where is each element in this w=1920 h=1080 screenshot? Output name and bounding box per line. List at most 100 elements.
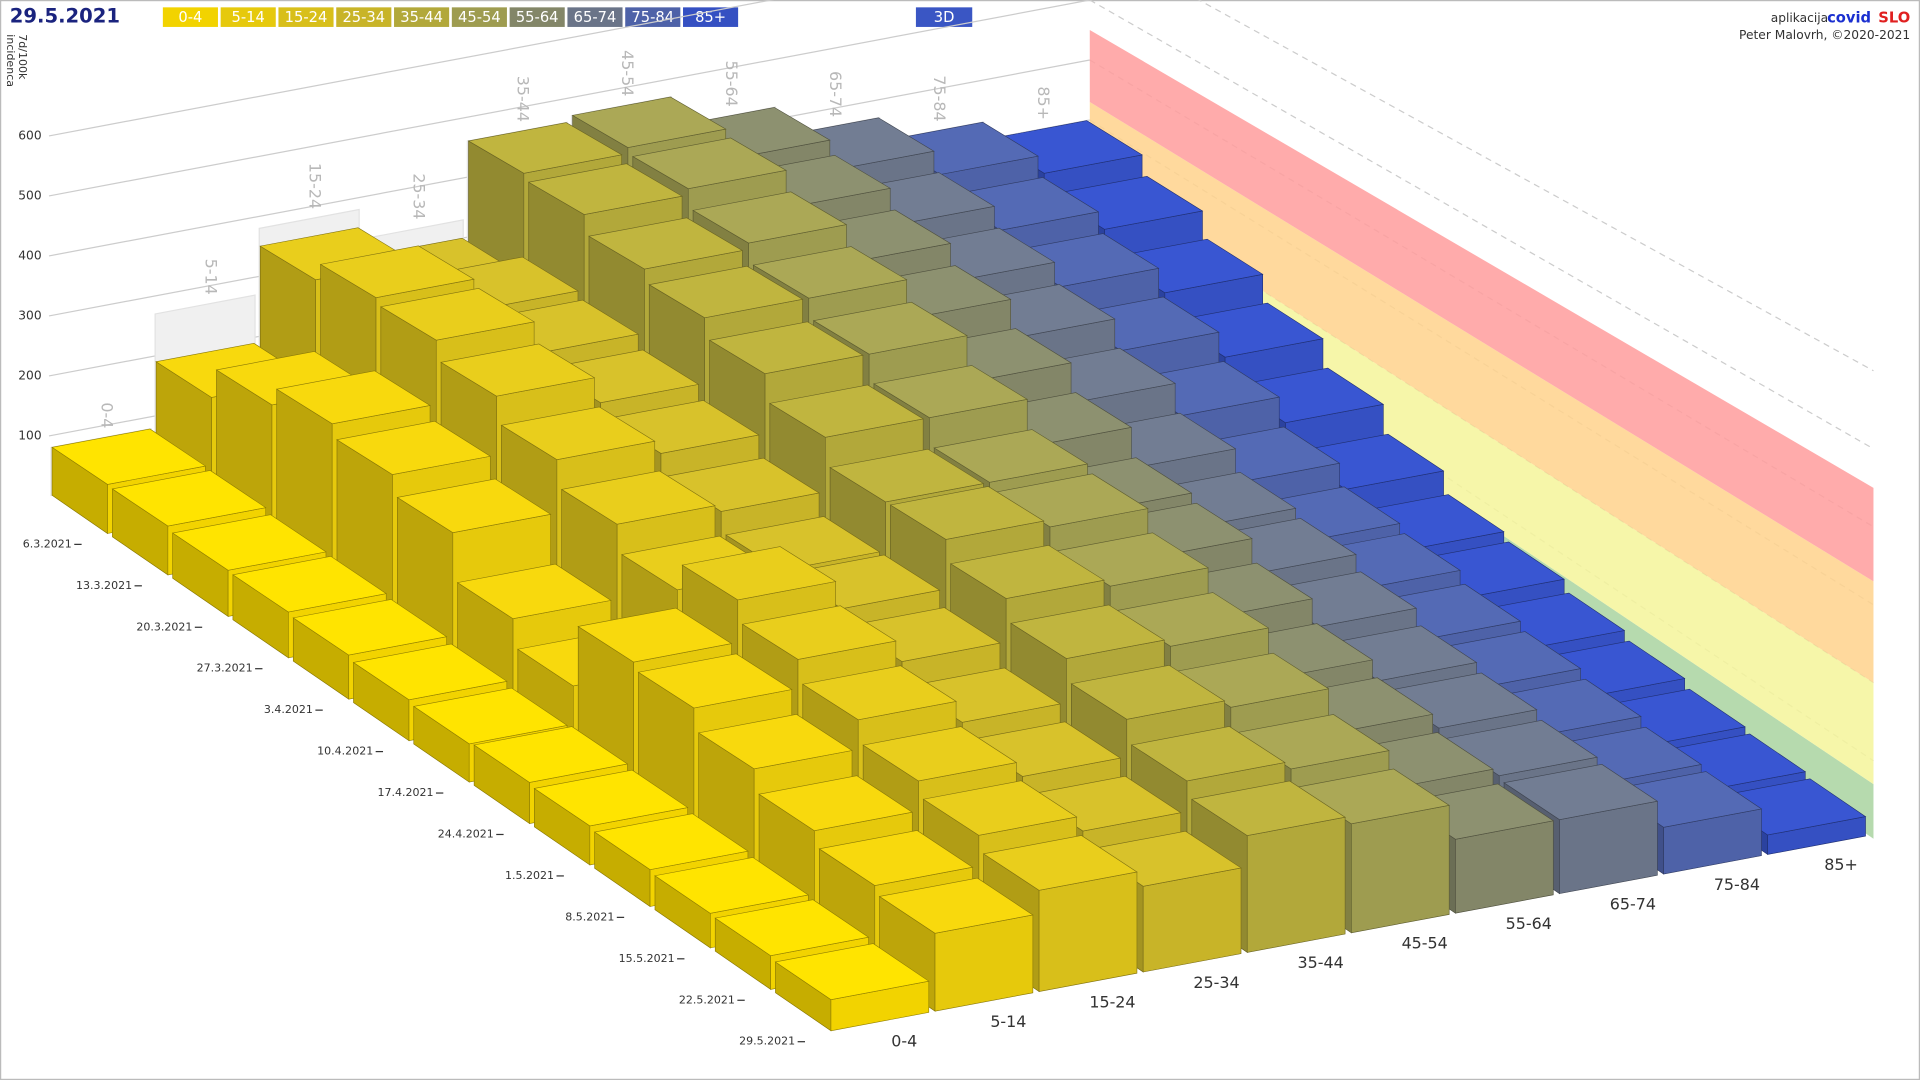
bar-top bbox=[111, 470, 267, 527]
bar-top bbox=[319, 245, 475, 298]
bar-front bbox=[1038, 871, 1138, 992]
threshold-band bbox=[1089, 102, 1874, 683]
bar-top bbox=[818, 830, 974, 886]
bar-top bbox=[1010, 604, 1166, 659]
bar-top bbox=[654, 857, 810, 914]
x-tick-label: 13.3.2021 bbox=[76, 579, 132, 592]
x-tick-label: 3.4.2021 bbox=[264, 703, 313, 716]
chart-date: 29.5.2021 bbox=[10, 5, 120, 28]
bar-top bbox=[922, 780, 1078, 836]
grid-line bbox=[48, 0, 1090, 197]
bar-top bbox=[588, 217, 744, 270]
x-tick-label: 22.5.2021 bbox=[679, 993, 735, 1006]
bar-top bbox=[933, 429, 1089, 483]
legend-label: 25-34 bbox=[342, 9, 385, 26]
age-label: 55-64 bbox=[1506, 914, 1552, 933]
app-name-b: SLO bbox=[1878, 9, 1910, 26]
bar-top bbox=[560, 470, 716, 525]
legend-label: 45-54 bbox=[458, 9, 501, 26]
bar-top bbox=[708, 321, 864, 375]
age-label: 35-44 bbox=[1297, 953, 1343, 972]
bar-top bbox=[774, 943, 930, 1000]
age-label: 0-4 bbox=[891, 1032, 917, 1051]
age-label: 25-34 bbox=[1193, 973, 1239, 992]
bar-top bbox=[982, 835, 1138, 891]
age-label: 45-54 bbox=[1402, 934, 1448, 953]
back-panel-label: 5-14 bbox=[202, 259, 221, 295]
back-panel-label: 85+ bbox=[1034, 86, 1053, 120]
legend-label: 65-74 bbox=[574, 9, 617, 26]
plot: 100 200 300 400 500 600 0-4 5-14 15-24 25-34 35-44… bbox=[18, 0, 1874, 1051]
bar-top bbox=[412, 687, 568, 745]
bar-top bbox=[533, 769, 689, 827]
x-tick-label: 27.3.2021 bbox=[197, 662, 253, 675]
grid-line bbox=[48, 0, 775, 137]
bar-top bbox=[456, 563, 612, 620]
bar bbox=[774, 943, 930, 1032]
bar-top bbox=[1070, 664, 1226, 720]
view-button[interactable]: 3D bbox=[915, 7, 973, 27]
y-tick-label: 600 bbox=[18, 128, 41, 142]
x-tick-label: 8.5.2021 bbox=[565, 910, 614, 923]
x-tick-label: 1.5.2021 bbox=[505, 869, 554, 882]
bar-top bbox=[500, 406, 656, 460]
bar-top bbox=[232, 555, 387, 613]
bar-top bbox=[697, 714, 853, 770]
grid-line bbox=[1089, 0, 1874, 450]
bar-top bbox=[758, 775, 914, 832]
bar-top bbox=[171, 514, 327, 571]
bar-top bbox=[637, 653, 793, 709]
y-tick-label: 200 bbox=[18, 368, 41, 382]
legend-swatch bbox=[509, 7, 565, 27]
legend-swatch bbox=[278, 7, 334, 27]
back-panel-label: 65-74 bbox=[826, 71, 845, 117]
bar-top bbox=[275, 370, 431, 425]
bar-top bbox=[396, 478, 552, 533]
view-button-bg[interactable] bbox=[915, 7, 973, 27]
age-label: 85+ bbox=[1824, 855, 1858, 874]
grid-line bbox=[1197, 0, 1874, 372]
legend-swatch bbox=[567, 7, 623, 27]
view-button-label[interactable]: 3D bbox=[934, 9, 955, 26]
bar-top bbox=[681, 546, 837, 601]
bar-top bbox=[379, 288, 535, 341]
legend-label: 75-84 bbox=[631, 9, 674, 26]
legend-swatch bbox=[336, 7, 392, 27]
bar-top bbox=[571, 96, 727, 148]
bar-front bbox=[1351, 804, 1450, 934]
back-panel-label: 25-34 bbox=[410, 173, 429, 219]
bar-top bbox=[352, 643, 508, 701]
age-label: 15-24 bbox=[1089, 992, 1135, 1011]
bar-top bbox=[1503, 764, 1659, 820]
y-tick-label: 300 bbox=[18, 308, 41, 322]
legend-swatch bbox=[683, 7, 739, 27]
bar-top bbox=[812, 301, 968, 355]
bar-front bbox=[1246, 816, 1346, 953]
back-panel-label: 15-24 bbox=[306, 163, 325, 209]
bar-top bbox=[527, 163, 683, 215]
age-label: 65-74 bbox=[1610, 894, 1656, 913]
legend-label: 55-64 bbox=[516, 9, 559, 26]
x-tick-label: 20.3.2021 bbox=[136, 620, 192, 633]
x-tick-label: 29.5.2021 bbox=[739, 1035, 795, 1048]
back-panel-label: 75-84 bbox=[930, 75, 949, 121]
bar-top bbox=[873, 365, 1029, 418]
back-panel-label: 35-44 bbox=[514, 76, 533, 122]
bar-top bbox=[292, 599, 448, 656]
y-tick-label: 400 bbox=[18, 248, 41, 262]
legend-swatch bbox=[625, 7, 681, 27]
back-panel-label: 0-4 bbox=[97, 402, 116, 428]
bar-top bbox=[631, 137, 787, 190]
back-panel-label: 45-54 bbox=[618, 50, 637, 96]
bar-top bbox=[577, 607, 733, 663]
bar-top bbox=[801, 665, 957, 721]
bar-top bbox=[51, 428, 207, 485]
bar-top bbox=[862, 726, 1018, 782]
y-axis-label: incidenca bbox=[4, 34, 17, 87]
bar-top bbox=[648, 265, 804, 319]
bar-top bbox=[878, 877, 1034, 934]
age-label: 75-84 bbox=[1714, 875, 1760, 894]
y-tick-label: 500 bbox=[18, 188, 41, 202]
